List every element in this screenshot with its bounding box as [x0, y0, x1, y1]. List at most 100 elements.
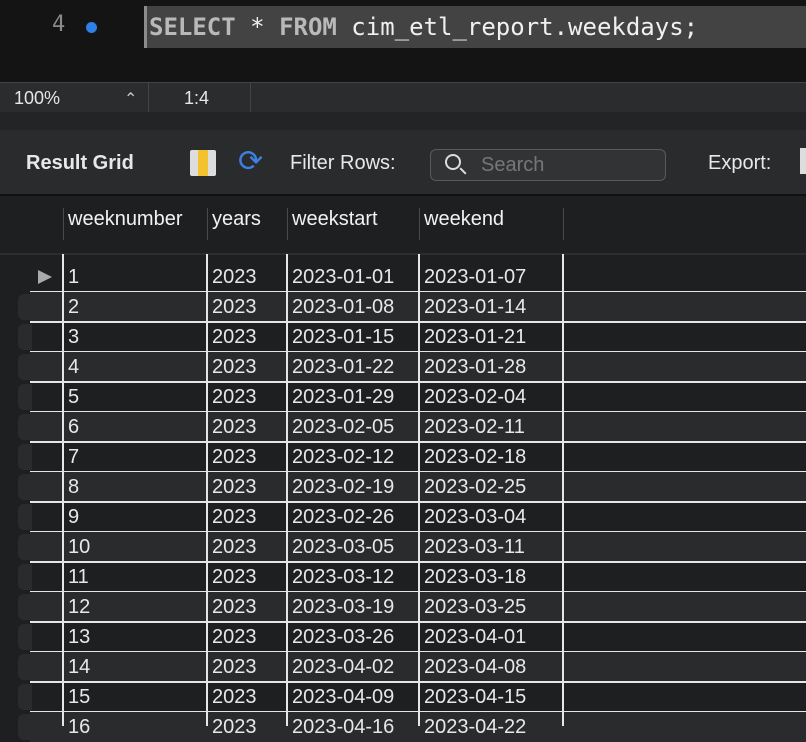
table-cell-weekstart[interactable]: 2023-02-19 — [292, 476, 395, 498]
table-row[interactable]: 11 2023 2023-03-12 2023-03-18 — [30, 562, 806, 592]
table-cell-weeknumber[interactable]: 14 — [68, 656, 91, 678]
table-cell-weekstart[interactable]: 2023-02-05 — [292, 416, 395, 438]
table-cell-weekstart[interactable]: 2023-01-29 — [292, 386, 395, 408]
refresh-icon[interactable]: ⟳ — [238, 145, 264, 178]
row-gutter[interactable] — [18, 354, 32, 380]
table-cell-years[interactable]: 2023 — [212, 356, 257, 378]
table-cell-weekstart[interactable]: 2023-02-26 — [292, 506, 395, 528]
row-gutter[interactable] — [18, 294, 32, 320]
row-gutter[interactable] — [18, 444, 32, 470]
table-cell-weekend[interactable]: 2023-04-15 — [424, 686, 527, 708]
table-row[interactable]: 5 2023 2023-01-29 2023-02-04 — [30, 382, 806, 412]
table-cell-weekend[interactable]: 2023-02-18 — [424, 446, 527, 468]
zoom-level[interactable]: 100% — [14, 88, 61, 108]
column-header-weeknumber[interactable]: weeknumber — [68, 208, 183, 230]
column-header-weekstart[interactable]: weekstart — [292, 208, 378, 230]
table-cell-weekstart[interactable]: 2023-03-12 — [292, 566, 395, 588]
table-cell-weekstart[interactable]: 2023-03-26 — [292, 626, 395, 648]
table-cell-weekstart[interactable]: 2023-04-02 — [292, 656, 395, 678]
table-cell-years[interactable]: 2023 — [212, 266, 257, 288]
table-cell-weekstart[interactable]: 2023-04-09 — [292, 686, 395, 708]
row-gutter[interactable] — [18, 504, 32, 530]
table-cell-weeknumber[interactable]: 16 — [68, 716, 91, 738]
table-cell-weeknumber[interactable]: 1 — [68, 266, 80, 288]
table-cell-years[interactable]: 2023 — [212, 716, 257, 738]
result-grid-label[interactable]: Result Grid — [26, 152, 134, 174]
table-cell-years[interactable]: 2023 — [212, 386, 257, 408]
table-cell-weekstart[interactable]: 2023-03-05 — [292, 536, 395, 558]
table-cell-weekend[interactable]: 2023-04-08 — [424, 656, 527, 678]
table-cell-weeknumber[interactable]: 4 — [68, 356, 80, 378]
column-header-weekend[interactable]: weekend — [424, 208, 505, 230]
sql-line[interactable]: SELECT * FROM cim_etl_report.weekdays; — [144, 6, 806, 48]
table-row[interactable]: 15 2023 2023-04-09 2023-04-15 — [30, 682, 806, 712]
column-divider[interactable] — [287, 208, 288, 240]
table-cell-weeknumber[interactable]: 12 — [68, 596, 91, 618]
table-cell-years[interactable]: 2023 — [212, 596, 257, 618]
column-divider[interactable] — [419, 208, 420, 240]
row-gutter[interactable] — [18, 624, 32, 650]
table-cell-years[interactable]: 2023 — [212, 686, 257, 708]
column-divider[interactable] — [563, 208, 564, 240]
table-cell-weekstart[interactable]: 2023-04-16 — [292, 716, 395, 738]
table-cell-weekend[interactable]: 2023-02-25 — [424, 476, 527, 498]
table-cell-weeknumber[interactable]: 3 — [68, 326, 80, 348]
table-cell-years[interactable]: 2023 — [212, 506, 257, 528]
table-cell-weekend[interactable]: 2023-03-18 — [424, 566, 527, 588]
table-cell-weekend[interactable]: 2023-02-11 — [424, 416, 525, 438]
table-cell-years[interactable]: 2023 — [212, 656, 257, 678]
table-row[interactable]: 3 2023 2023-01-15 2023-01-21 — [30, 322, 806, 352]
table-cell-years[interactable]: 2023 — [212, 626, 257, 648]
table-cell-weekstart[interactable]: 2023-01-22 — [292, 356, 395, 378]
row-gutter[interactable] — [18, 684, 32, 710]
table-row[interactable]: 7 2023 2023-02-12 2023-02-18 — [30, 442, 806, 472]
table-cell-weekstart[interactable]: 2023-01-08 — [292, 296, 395, 318]
grid-view-icon[interactable] — [190, 150, 216, 176]
table-cell-weeknumber[interactable]: 11 — [68, 566, 89, 588]
table-cell-weeknumber[interactable]: 10 — [68, 536, 91, 558]
table-cell-weekend[interactable]: 2023-02-04 — [424, 386, 527, 408]
row-gutter[interactable] — [18, 414, 32, 440]
search-input[interactable] — [481, 153, 661, 177]
sql-editor[interactable]: 4 SELECT * FROM cim_etl_report.weekdays; — [0, 0, 806, 82]
row-gutter[interactable] — [18, 384, 32, 410]
table-cell-years[interactable]: 2023 — [212, 536, 257, 558]
table-row[interactable]: 1 2023 2023-01-01 2023-01-07 — [30, 262, 806, 292]
table-cell-weekend[interactable]: 2023-03-11 — [424, 536, 525, 558]
table-cell-years[interactable]: 2023 — [212, 566, 257, 588]
row-gutter[interactable] — [18, 594, 32, 620]
table-cell-weeknumber[interactable]: 13 — [68, 626, 91, 648]
table-row[interactable]: 13 2023 2023-03-26 2023-04-01 — [30, 622, 806, 652]
table-cell-weeknumber[interactable]: 15 — [68, 686, 91, 708]
table-cell-weeknumber[interactable]: 2 — [68, 296, 80, 318]
export-icon[interactable] — [800, 148, 806, 174]
table-cell-years[interactable]: 2023 — [212, 296, 257, 318]
table-cell-weekstart[interactable]: 2023-01-15 — [292, 326, 395, 348]
table-cell-weekend[interactable]: 2023-03-04 — [424, 506, 527, 528]
column-divider[interactable] — [63, 208, 64, 240]
row-gutter[interactable] — [18, 474, 32, 500]
table-cell-weekend[interactable]: 2023-01-21 — [424, 326, 527, 348]
row-gutter[interactable] — [18, 654, 32, 680]
column-divider[interactable] — [207, 208, 208, 240]
table-row[interactable]: 9 2023 2023-02-26 2023-03-04 — [30, 502, 806, 532]
table-cell-years[interactable]: 2023 — [212, 326, 257, 348]
table-cell-weekend[interactable]: 2023-01-28 — [424, 356, 527, 378]
row-gutter[interactable] — [18, 564, 32, 590]
table-cell-weekend[interactable]: 2023-04-22 — [424, 716, 527, 738]
table-cell-years[interactable]: 2023 — [212, 446, 257, 468]
table-cell-years[interactable]: 2023 — [212, 416, 257, 438]
column-header-years[interactable]: years — [212, 208, 261, 230]
row-gutter[interactable] — [18, 534, 32, 560]
table-cell-weekend[interactable]: 2023-04-01 — [424, 626, 527, 648]
filter-search-box[interactable] — [430, 149, 666, 181]
table-cell-weeknumber[interactable]: 9 — [68, 506, 80, 528]
row-gutter[interactable] — [18, 324, 32, 350]
table-cell-weeknumber[interactable]: 6 — [68, 416, 80, 438]
table-cell-weeknumber[interactable]: 7 — [68, 446, 80, 468]
table-cell-weekstart[interactable]: 2023-02-12 — [292, 446, 395, 468]
table-cell-weekend[interactable]: 2023-01-07 — [424, 266, 527, 288]
table-cell-weekstart[interactable]: 2023-03-19 — [292, 596, 395, 618]
table-cell-weeknumber[interactable]: 8 — [68, 476, 80, 498]
table-cell-years[interactable]: 2023 — [212, 476, 257, 498]
